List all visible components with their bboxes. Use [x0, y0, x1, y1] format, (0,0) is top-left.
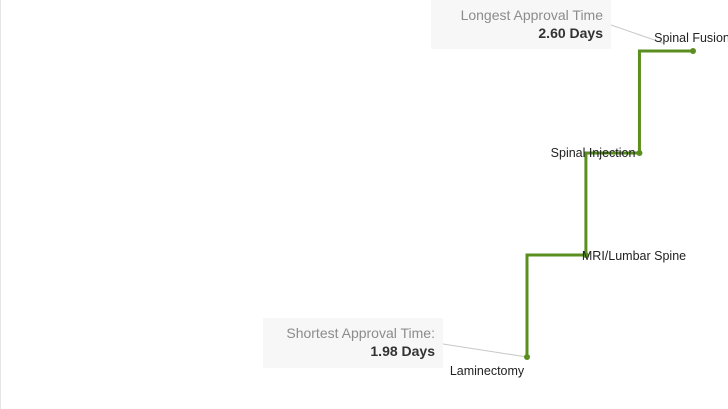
category-label-0: Laminectomy	[450, 364, 525, 378]
category-label-1: MRI/Lumbar Spine	[582, 249, 686, 263]
data-point-2[interactable]	[636, 150, 643, 156]
category-label-3: Spinal Fusion	[654, 31, 728, 45]
longest-approval-callout: Longest Approval Time 2.60 Days	[431, 0, 611, 49]
data-point-3[interactable]	[690, 48, 696, 54]
shortest-approval-label: Shortest Approval Time:	[286, 325, 435, 341]
data-point-0[interactable]	[524, 354, 530, 360]
series-line	[525, 49, 693, 357]
data-point-1[interactable]	[582, 252, 589, 258]
shortest-leader-line	[442, 343, 528, 358]
shortest-approval-callout: Shortest Approval Time: 1.98 Days	[263, 318, 443, 368]
longest-approval-value: 2.60 Days	[538, 25, 603, 41]
shortest-approval-value: 1.98 Days	[370, 343, 435, 359]
longest-approval-label: Longest Approval Time	[460, 7, 603, 23]
category-label-2: Spinal Injection	[551, 146, 636, 160]
longest-leader-line	[610, 24, 664, 44]
